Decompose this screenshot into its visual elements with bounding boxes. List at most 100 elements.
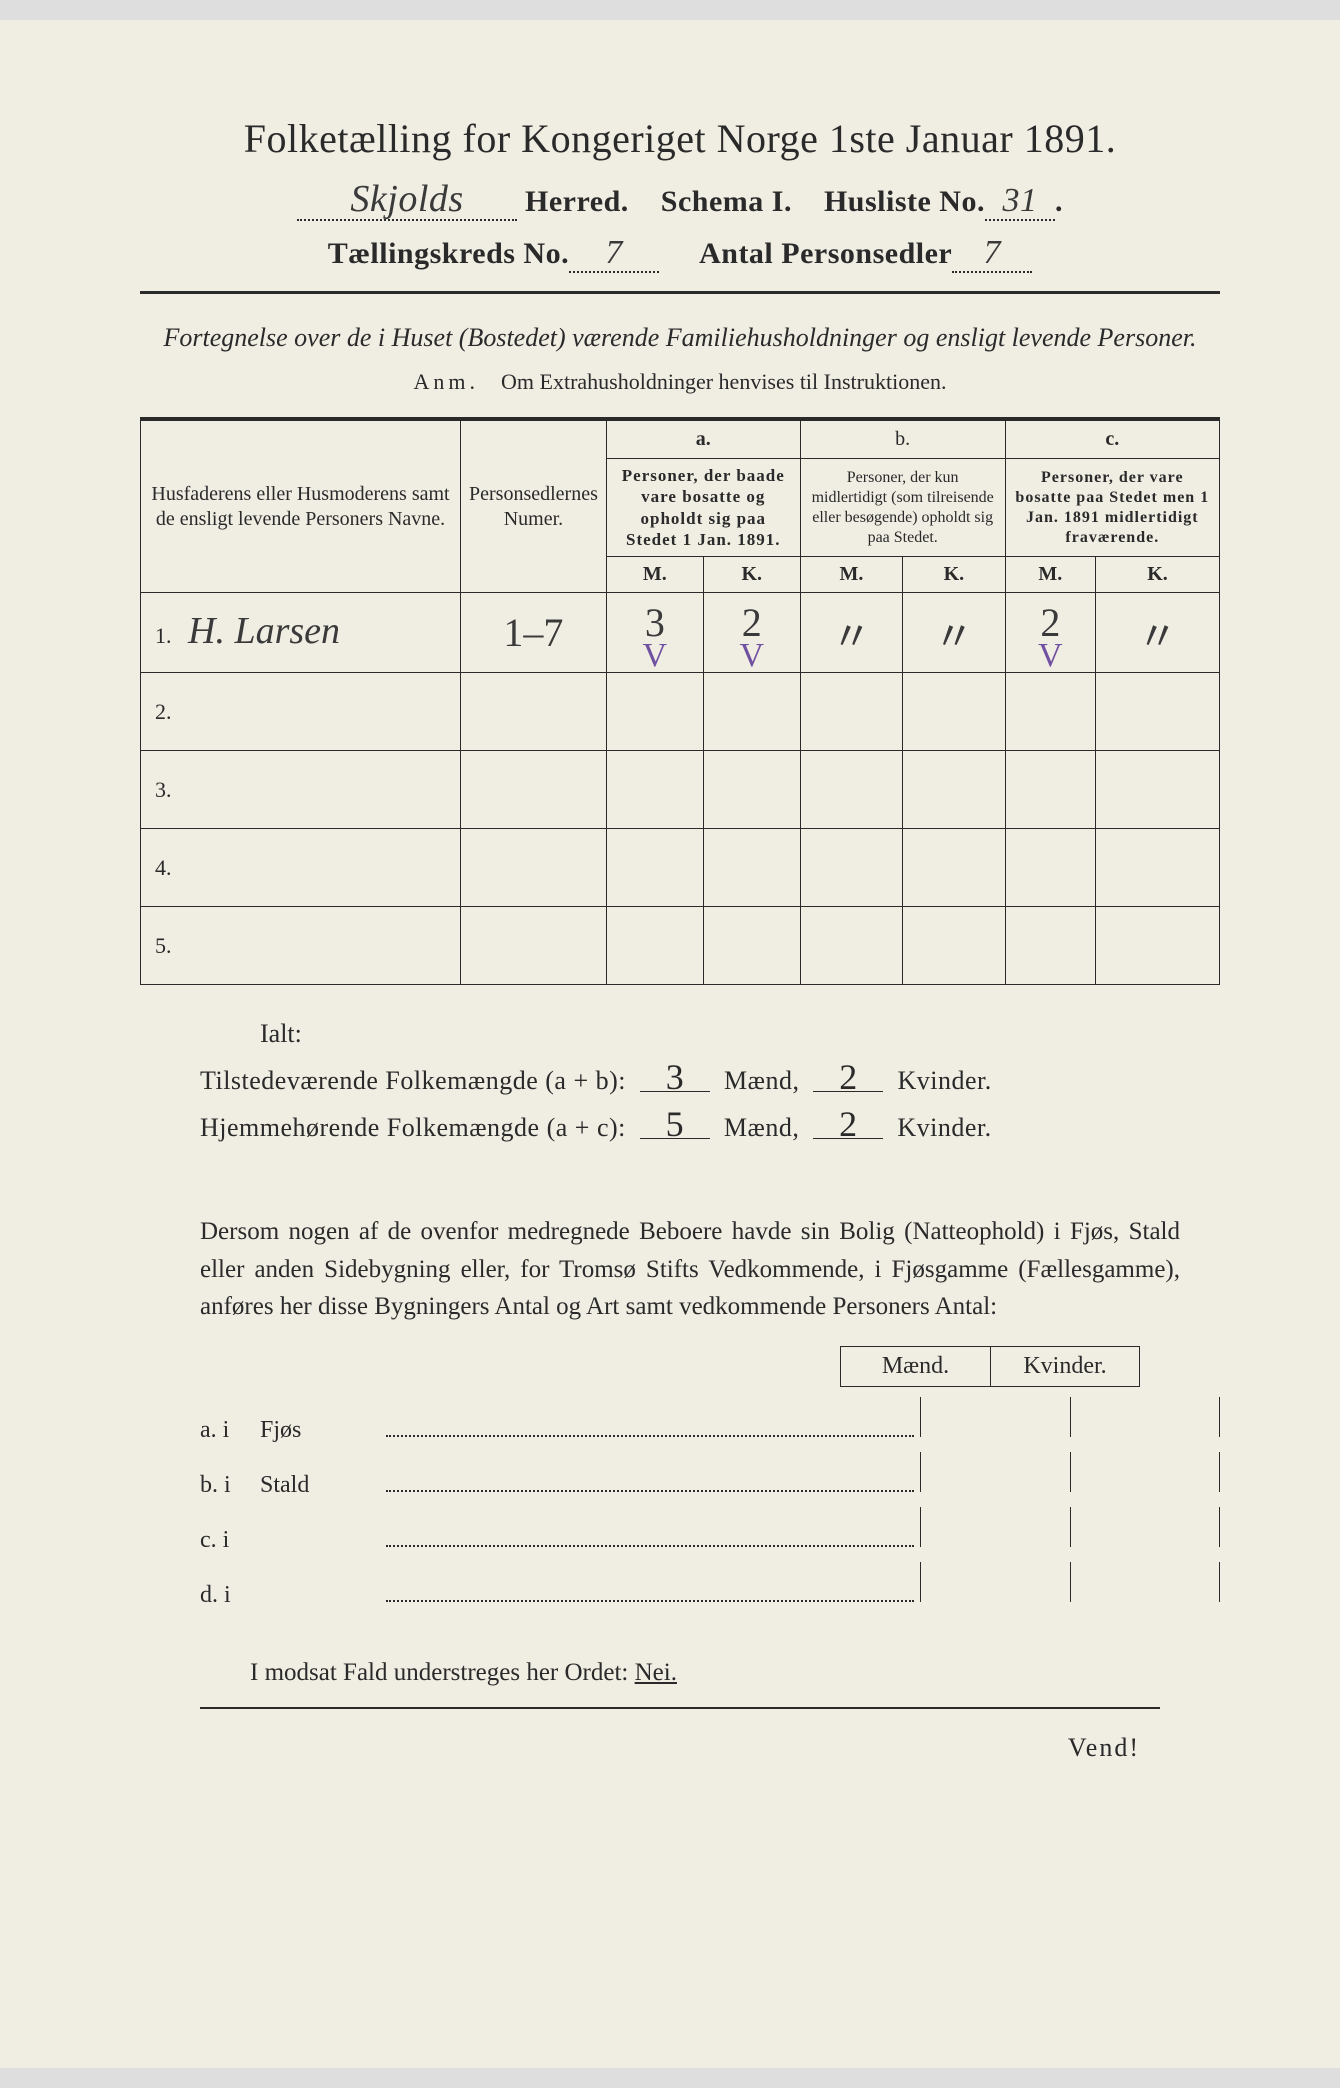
- sum2-k: 2: [813, 1112, 883, 1138]
- col-b-k: K.: [903, 557, 1005, 593]
- data-cell: [703, 907, 800, 985]
- data-cell: [606, 673, 703, 751]
- name-cell: 3.: [141, 751, 461, 829]
- data-cell: [1096, 907, 1220, 985]
- kreds-value: 7: [605, 239, 623, 266]
- name-cell: 1. H. Larsen: [141, 593, 461, 673]
- maend-label: Mænd,: [724, 1066, 799, 1095]
- data-cell: [800, 907, 902, 985]
- data-cell: [1096, 673, 1220, 751]
- col-c-letter: c.: [1005, 419, 1219, 459]
- data-cell: [1096, 751, 1220, 829]
- nei-line: I modsat Fald understreges her Ordet: Ne…: [250, 1659, 1220, 1687]
- ialt-label: Ialt:: [260, 1019, 1220, 1049]
- herred-value: Skjolds: [350, 184, 463, 214]
- data-cell: 〃: [903, 593, 1005, 673]
- table-row: 5.: [141, 907, 1220, 985]
- data-cell: [461, 829, 607, 907]
- col-b-text: Personer, der kun midlertidigt (som tilr…: [800, 459, 1005, 557]
- data-cell: [800, 751, 902, 829]
- outbuilding-row: b. iStald: [200, 1452, 1220, 1499]
- sum2-label: Hjemmehørende Folkemængde (a + c):: [200, 1113, 626, 1142]
- kvinder-label-2: Kvinder.: [897, 1113, 991, 1142]
- kvinder-label: Kvinder.: [897, 1066, 991, 1095]
- anm-note: Anm. Om Extrahusholdninger henvises til …: [140, 369, 1220, 395]
- outbuilding-table: a. iFjøs b. iStald c. i d. i: [200, 1397, 1220, 1609]
- data-cell: 2V: [1005, 593, 1095, 673]
- vend-label: Vend!: [140, 1733, 1140, 1763]
- col-c-m: M.: [1005, 557, 1095, 593]
- data-cell: 1–7: [461, 593, 607, 673]
- col-a-m: M.: [606, 557, 703, 593]
- sum1-label: Tilstedeværende Folkemængde (a + b):: [200, 1066, 626, 1095]
- nei-text: I modsat Fald understreges her Ordet:: [250, 1659, 635, 1686]
- table-row: 4.: [141, 829, 1220, 907]
- data-cell: [461, 907, 607, 985]
- name-cell: 4.: [141, 829, 461, 907]
- census-document-page: Folketælling for Kongeriget Norge 1ste J…: [0, 20, 1340, 2068]
- col-header-names: Husfaderens eller Husmoderens samt de en…: [141, 419, 461, 593]
- data-cell: [703, 829, 800, 907]
- sum1-m: 3: [640, 1065, 710, 1091]
- anm-text: Om Extrahusholdninger henvises til Instr…: [501, 369, 946, 394]
- sum2-m: 5: [640, 1112, 710, 1138]
- husliste-value: 31: [1002, 187, 1037, 214]
- data-cell: [903, 829, 1005, 907]
- anm-label: Anm.: [414, 369, 480, 394]
- data-cell: [903, 907, 1005, 985]
- data-cell: [800, 673, 902, 751]
- subtitle: Fortegnelse over de i Huset (Bostedet) v…: [140, 320, 1220, 355]
- table-row: 3.: [141, 751, 1220, 829]
- header-line-2: Tællingskreds No. 7 Antal Personsedler 7: [140, 237, 1220, 273]
- data-cell: [1005, 829, 1095, 907]
- table-row: 2.: [141, 673, 1220, 751]
- sedler-value: 7: [983, 239, 1001, 266]
- col-a-k: K.: [703, 557, 800, 593]
- kreds-label: Tællingskreds No.: [328, 237, 569, 270]
- table-row: 1. H. Larsen1–73V2V〃〃2V〃: [141, 593, 1220, 673]
- data-cell: [606, 907, 703, 985]
- sedler-label: Antal Personsedler: [699, 237, 952, 270]
- data-cell: [800, 829, 902, 907]
- data-cell: [606, 829, 703, 907]
- col-a-letter: a.: [606, 419, 800, 459]
- nei-word: Nei.: [635, 1659, 677, 1686]
- outbuilding-paragraph: Dersom nogen af de ovenfor medregnede Be…: [200, 1213, 1180, 1326]
- data-cell: [1005, 673, 1095, 751]
- husliste-label: Husliste No.: [824, 185, 985, 218]
- col-header-numer: Personsedlernes Numer.: [461, 419, 607, 593]
- data-cell: 〃: [800, 593, 902, 673]
- sum-line-resident: Hjemmehørende Folkemængde (a + c): 5 Mæn…: [200, 1112, 1220, 1143]
- name-cell: 2.: [141, 673, 461, 751]
- herred-label: Herred.: [525, 185, 629, 218]
- data-cell: [461, 751, 607, 829]
- data-cell: [903, 673, 1005, 751]
- sum-line-present: Tilstedeværende Folkemængde (a + b): 3 M…: [200, 1065, 1220, 1096]
- mk-m: Mænd.: [840, 1346, 990, 1387]
- data-cell: 3V: [606, 593, 703, 673]
- census-table: Husfaderens eller Husmoderens samt de en…: [140, 417, 1220, 985]
- outbuilding-row: c. i: [200, 1507, 1220, 1554]
- divider: [140, 291, 1220, 294]
- schema-label: Schema I.: [661, 185, 792, 218]
- data-cell: [606, 751, 703, 829]
- col-a-text: Personer, der baade vare bosatte og opho…: [606, 459, 800, 557]
- data-cell: [1005, 907, 1095, 985]
- data-cell: 2V: [703, 593, 800, 673]
- header-line-1: Skjolds Herred. Schema I. Husliste No. 31…: [140, 184, 1220, 221]
- sum1-k: 2: [813, 1065, 883, 1091]
- data-cell: [1005, 751, 1095, 829]
- page-title: Folketælling for Kongeriget Norge 1ste J…: [140, 115, 1220, 162]
- outbuilding-row: a. iFjøs: [200, 1397, 1220, 1444]
- name-cell: 5.: [141, 907, 461, 985]
- data-cell: [1096, 829, 1220, 907]
- outbuilding-row: d. i: [200, 1562, 1220, 1609]
- col-b-letter: b.: [800, 419, 1005, 459]
- col-c-k: K.: [1096, 557, 1220, 593]
- data-cell: [703, 751, 800, 829]
- data-cell: [903, 751, 1005, 829]
- data-cell: [461, 673, 607, 751]
- maend-label-2: Mænd,: [724, 1113, 799, 1142]
- col-b-m: M.: [800, 557, 902, 593]
- mk-k: Kvinder.: [990, 1346, 1140, 1387]
